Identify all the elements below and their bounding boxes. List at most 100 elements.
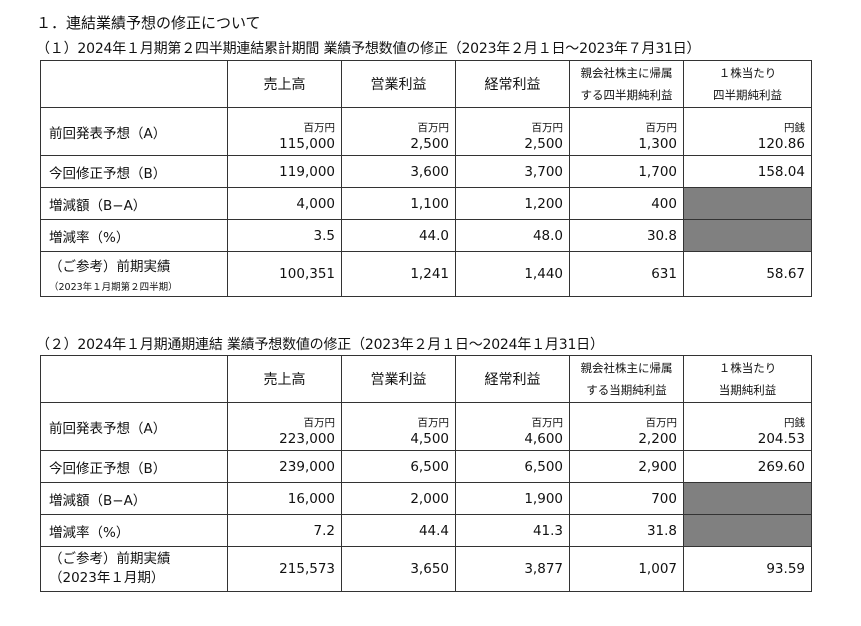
unit-label: 百万円 — [531, 122, 564, 134]
cell-value: 3.5 — [227, 219, 342, 252]
cell-value: 2,900 — [569, 450, 684, 483]
cell-number: 1,300 — [638, 136, 677, 152]
cell-value: 44.4 — [341, 514, 456, 547]
cell-value: 119,000 — [227, 155, 342, 188]
shaded-cell — [683, 482, 812, 515]
cell-value: 円銭 204.53 — [683, 402, 812, 451]
unit-label: 百万円 — [417, 417, 450, 429]
cell-number: 120.86 — [757, 136, 805, 152]
cell-value: 百万円 223,000 — [227, 402, 342, 451]
header-ordinary-profit: 経常利益 — [455, 355, 570, 403]
row-label: 今回修正予想（B） — [40, 450, 228, 483]
cell-value: 7.2 — [227, 514, 342, 547]
row-label: 前回発表予想（A） — [40, 402, 228, 451]
cell-value: 6,500 — [341, 450, 456, 483]
cell-value: 3,650 — [341, 546, 456, 592]
shaded-cell — [683, 187, 812, 220]
shaded-cell — [683, 219, 812, 252]
header-eps-line1: １株当たり — [718, 361, 777, 375]
cell-number: 4,500 — [410, 431, 449, 447]
cell-value: 700 — [569, 482, 684, 515]
cell-value: 百万円 4,600 — [455, 402, 570, 451]
cell-value: 1,900 — [455, 482, 570, 515]
cell-value: 1,007 — [569, 546, 684, 592]
table-row-previous: 前回発表予想（A） 百万円 223,000 百万円 4,500 百万円 4,600 百… — [40, 402, 812, 451]
header-sales: 売上高 — [227, 60, 342, 108]
cell-value: 3,877 — [455, 546, 570, 592]
cell-value: 3,700 — [455, 155, 570, 188]
cell-value: 2,000 — [341, 482, 456, 515]
row-label-note: （2023年１月期） — [49, 570, 165, 586]
row-label: 増減率（%） — [40, 514, 228, 547]
page-heading: １．連結業績予想の修正について — [36, 14, 261, 32]
section1-title: （１）2024年１月期第２四半期連結累計期間 業績予想数値の修正（2023年２月… — [36, 41, 701, 57]
cell-value: 44.0 — [341, 219, 456, 252]
cell-number: 4,600 — [524, 431, 563, 447]
header-eps-line2: 当期純利益 — [718, 383, 777, 397]
header-operating-profit: 営業利益 — [341, 60, 456, 108]
cell-value: 4,000 — [227, 187, 342, 220]
row-label-reference: （ご参考）前期実績 （2023年１月期第２四半期） — [40, 251, 228, 297]
cell-number: 115,000 — [279, 136, 335, 152]
cell-value: 158.04 — [683, 155, 812, 188]
cell-value: 1,700 — [569, 155, 684, 188]
cell-value: 100,351 — [227, 251, 342, 297]
table-row-rate: 増減率（%） 3.5 44.0 48.0 30.8 — [40, 219, 812, 252]
cell-value: 239,000 — [227, 450, 342, 483]
cell-value: 百万円 2,200 — [569, 402, 684, 451]
cell-value: 1,100 — [341, 187, 456, 220]
row-label: 増減率（%） — [40, 219, 228, 252]
cell-value: 円銭 120.86 — [683, 107, 812, 156]
row-label: 今回修正予想（B） — [40, 155, 228, 188]
cell-value: 百万円 115,000 — [227, 107, 342, 156]
shaded-cell — [683, 514, 812, 547]
header-eps-line2: 四半期純利益 — [713, 88, 782, 102]
row-label-note: （2023年１月期第２四半期） — [49, 282, 178, 293]
header-eps: １株当たり 当期純利益 — [683, 355, 812, 403]
header-eps-line1: １株当たり — [718, 66, 777, 80]
header-net-profit: 親会社株主に帰属 する当期純利益 — [569, 355, 684, 403]
row-label: 増減額（B−A） — [40, 187, 228, 220]
cell-value: 百万円 2,500 — [455, 107, 570, 156]
table-row-previous: 前回発表予想（A） 百万円 115,000 百万円 2,500 百万円 2,500 百… — [40, 107, 812, 156]
cell-value: 400 — [569, 187, 684, 220]
cell-value: 58.67 — [683, 251, 812, 297]
header-net-profit-line1: 親会社株主に帰属 — [580, 361, 673, 375]
table-row-revised: 今回修正予想（B） 239,000 6,500 6,500 2,900 269.… — [40, 450, 812, 483]
row-label: 増減額（B−A） — [40, 482, 228, 515]
table-row-difference: 増減額（B−A） 16,000 2,000 1,900 700 — [40, 482, 812, 515]
forecast-table-q2: 売上高 営業利益 経常利益 親会社株主に帰属 する四半期純利益 １株当たり 四半… — [40, 60, 812, 297]
row-label: （ご参考）前期実績 — [49, 259, 171, 275]
section2-title: （２）2024年１月期通期連結 業績予想数値の修正（2023年２月１日～2024… — [36, 337, 604, 353]
unit-label: 百万円 — [531, 417, 564, 429]
unit-label: 百万円 — [303, 417, 336, 429]
header-ordinary-profit: 経常利益 — [455, 60, 570, 108]
table-row-reference: （ご参考）前期実績 （2023年１月期第２四半期） 100,351 1,241 … — [40, 251, 812, 297]
header-corner — [40, 60, 228, 108]
cell-value: 百万円 2,500 — [341, 107, 456, 156]
cell-value: 3,600 — [341, 155, 456, 188]
header-net-profit-line1: 親会社株主に帰属 — [580, 66, 673, 80]
header-operating-profit: 営業利益 — [341, 355, 456, 403]
cell-value: 1,440 — [455, 251, 570, 297]
cell-number: 204.53 — [757, 431, 805, 447]
unit-label: 円銭 — [784, 417, 805, 429]
cell-value: 16,000 — [227, 482, 342, 515]
cell-value: 百万円 1,300 — [569, 107, 684, 156]
table-row-revised: 今回修正予想（B） 119,000 3,600 3,700 1,700 158.… — [40, 155, 812, 188]
cell-number: 2,500 — [524, 136, 563, 152]
row-label: 前回発表予想（A） — [40, 107, 228, 156]
cell-number: 223,000 — [279, 431, 335, 447]
unit-label: 百万円 — [303, 122, 336, 134]
cell-value: 631 — [569, 251, 684, 297]
header-corner — [40, 355, 228, 403]
unit-label: 百万円 — [645, 122, 678, 134]
unit-label: 百万円 — [417, 122, 450, 134]
cell-value: 269.60 — [683, 450, 812, 483]
header-net-profit-line2: する四半期純利益 — [580, 88, 673, 102]
cell-value: 31.8 — [569, 514, 684, 547]
cell-number: 2,200 — [638, 431, 677, 447]
cell-value: 93.59 — [683, 546, 812, 592]
cell-value: 百万円 4,500 — [341, 402, 456, 451]
cell-value: 215,573 — [227, 546, 342, 592]
